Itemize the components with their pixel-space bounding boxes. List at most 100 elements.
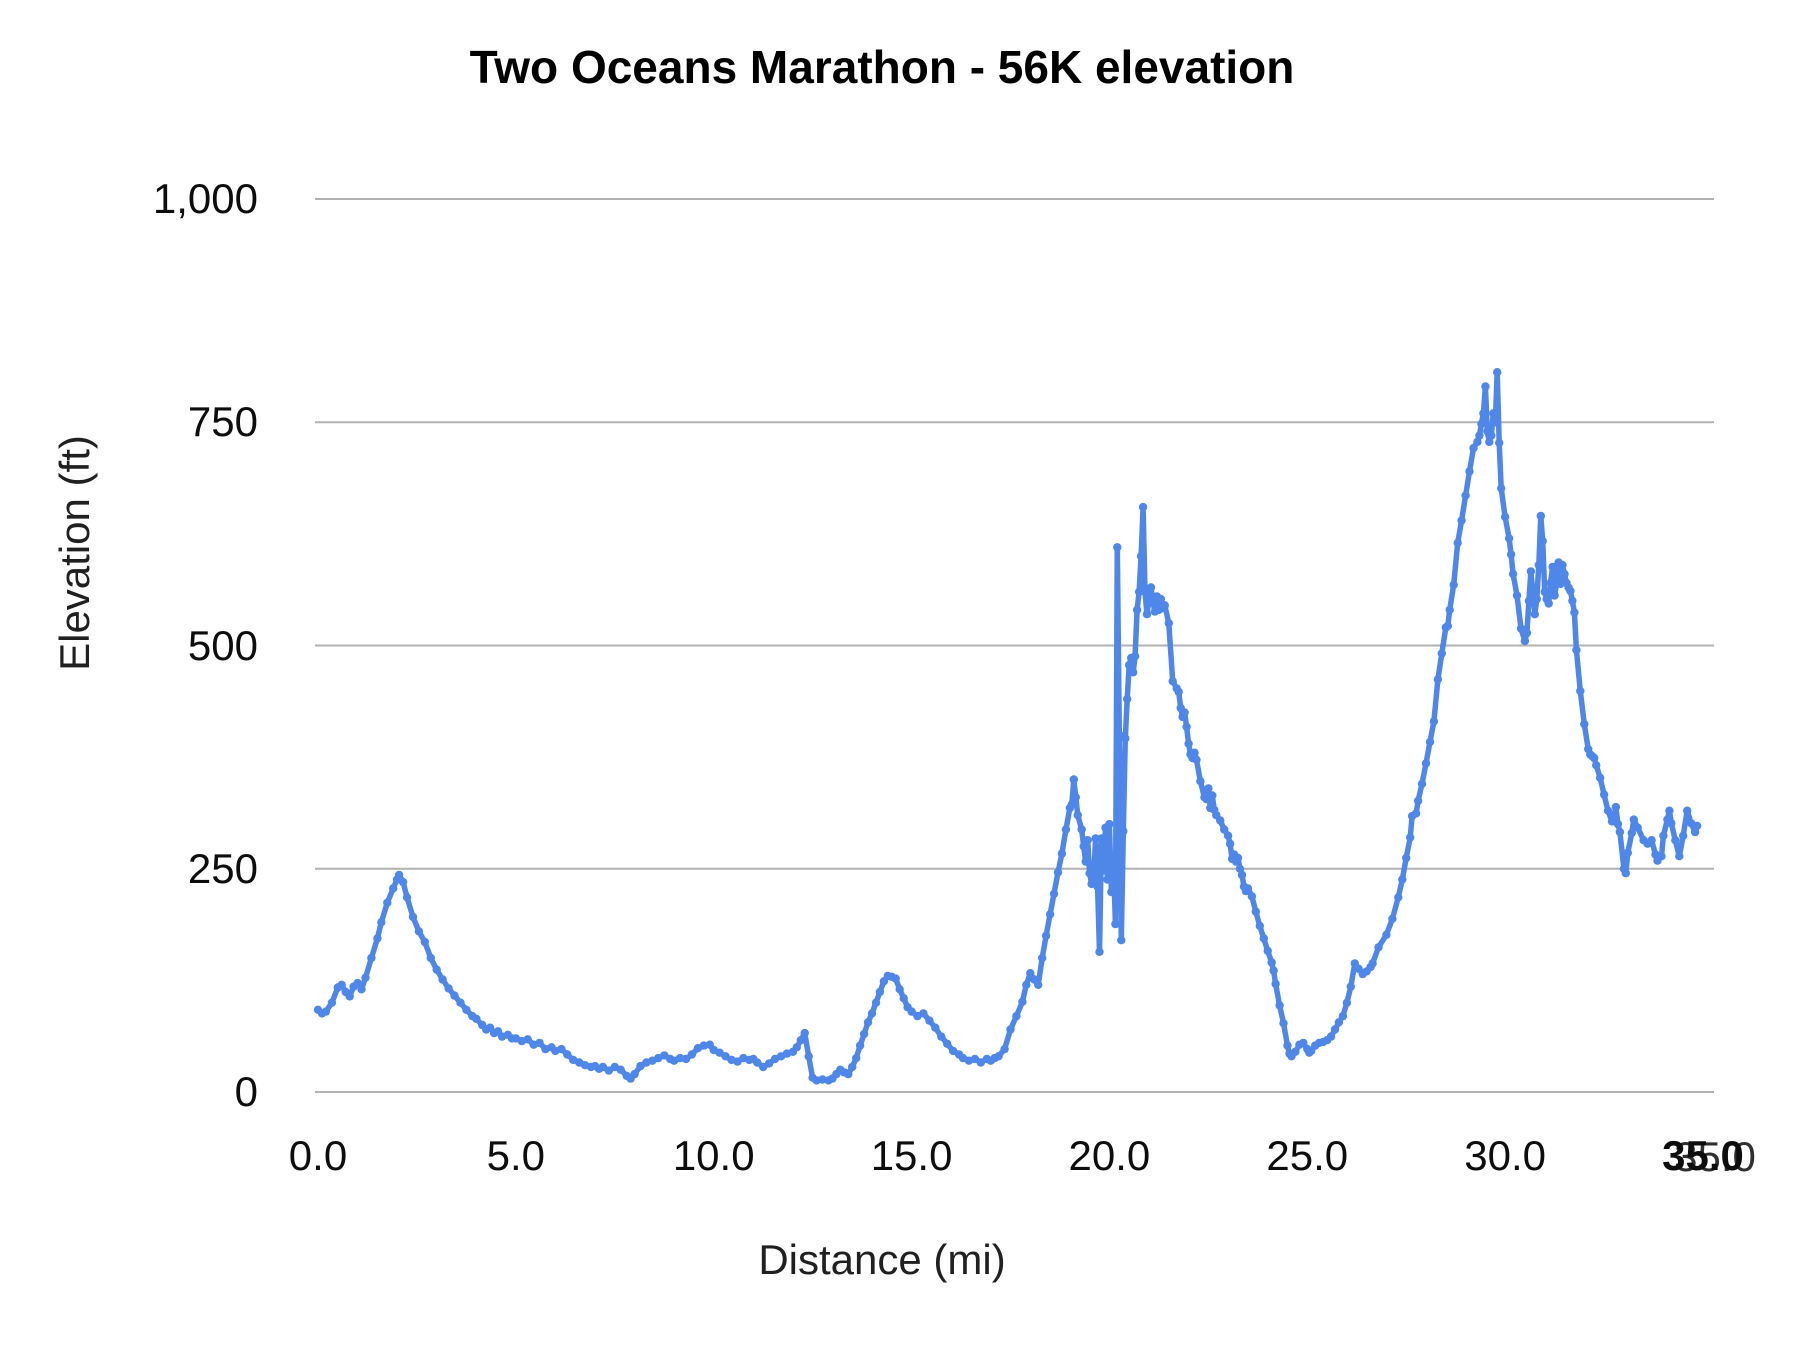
data-point-dot[interactable] (753, 1058, 762, 1067)
data-point-dot[interactable] (1125, 660, 1134, 670)
data-point-dot[interactable] (848, 1062, 857, 1072)
data-point-dot[interactable] (450, 991, 459, 1000)
data-point-dot[interactable] (1330, 1025, 1340, 1034)
data-point-dot[interactable] (1216, 816, 1225, 825)
data-point-dot[interactable] (1071, 793, 1081, 802)
data-point-dot[interactable] (1479, 409, 1488, 418)
data-point-dot[interactable] (1119, 827, 1128, 836)
data-point-dot[interactable] (867, 1009, 877, 1018)
data-point-dot[interactable] (1411, 809, 1421, 818)
data-point-dot[interactable] (337, 980, 346, 989)
data-point-dot[interactable] (1299, 1038, 1308, 1048)
data-point-dot[interactable] (1548, 562, 1557, 572)
data-point-dot[interactable] (1516, 624, 1526, 633)
data-point-dot[interactable] (1443, 621, 1453, 631)
data-point-dot[interactable] (1000, 1044, 1009, 1054)
data-point-dot[interactable] (1184, 739, 1193, 748)
data-point-dot[interactable] (1251, 907, 1261, 916)
data-point-dot[interactable] (1255, 921, 1265, 931)
data-point-dot[interactable] (1237, 870, 1247, 880)
data-point-dot[interactable] (523, 1035, 532, 1044)
data-point-dot[interactable] (1067, 800, 1077, 809)
data-point-dot[interactable] (1683, 806, 1692, 815)
data-point-dot[interactable] (408, 912, 418, 922)
data-point-dot[interactable] (1346, 982, 1356, 991)
data-point-dot[interactable] (1130, 652, 1140, 661)
data-point-dot[interactable] (1487, 431, 1496, 440)
data-point-dot[interactable] (1425, 737, 1435, 747)
data-point-dot[interactable] (875, 987, 885, 997)
data-point-dot[interactable] (863, 1018, 873, 1027)
data-point-dot[interactable] (557, 1044, 566, 1054)
data-point-dot[interactable] (1603, 806, 1613, 815)
data-point-dot[interactable] (1097, 834, 1106, 843)
data-point-dot[interactable] (1263, 946, 1272, 956)
data-point-dot[interactable] (1146, 583, 1156, 592)
data-point-dot[interactable] (1449, 580, 1458, 589)
data-point-dot[interactable] (1623, 848, 1633, 857)
data-point-dot[interactable] (1190, 748, 1199, 757)
data-point-dot[interactable] (1522, 628, 1532, 638)
data-point-dot[interactable] (1113, 543, 1122, 552)
data-point-dot[interactable] (1421, 759, 1431, 768)
data-point-dot[interactable] (681, 1054, 691, 1064)
data-point-dot[interactable] (1208, 791, 1217, 800)
data-point-dot[interactable] (383, 898, 392, 907)
data-point-dot[interactable] (1132, 605, 1142, 614)
data-point-dot[interactable] (1402, 853, 1411, 863)
data-point-dot[interactable] (1247, 892, 1257, 901)
data-point-dot[interactable] (1045, 910, 1055, 919)
data-point-dot[interactable] (1053, 868, 1063, 877)
data-point-dot[interactable] (1079, 842, 1088, 851)
data-point-dot[interactable] (1083, 836, 1092, 845)
data-point-dot[interactable] (432, 965, 441, 974)
data-point-dot[interactable] (630, 1069, 639, 1079)
data-point-dot[interactable] (1168, 677, 1177, 686)
data-point-dot[interactable] (1275, 1001, 1284, 1010)
data-point-dot[interactable] (1615, 827, 1625, 837)
data-point-dot[interactable] (1526, 567, 1536, 576)
data-point-dot[interactable] (1506, 550, 1516, 559)
data-point-dot[interactable] (402, 893, 412, 902)
elevation-line[interactable] (315, 369, 1700, 1084)
data-point-dot[interactable] (1291, 1047, 1300, 1057)
data-point-dot[interactable] (1495, 438, 1504, 447)
data-point-dot[interactable] (852, 1053, 861, 1063)
data-point-dot[interactable] (1406, 833, 1415, 842)
data-point-dot[interactable] (1520, 636, 1530, 646)
data-point-dot[interactable] (1477, 419, 1486, 429)
data-point-dot[interactable] (1091, 834, 1100, 843)
data-point-dot[interactable] (1627, 828, 1637, 838)
data-point-dot[interactable] (1457, 516, 1466, 525)
data-point-dot[interactable] (899, 994, 908, 1003)
data-point-dot[interactable] (925, 1016, 934, 1025)
data-point-dot[interactable] (327, 998, 337, 1007)
data-point-dot[interactable] (1445, 605, 1454, 614)
data-point-dot[interactable] (1566, 586, 1575, 596)
data-point-dot[interactable] (994, 1052, 1003, 1061)
data-point-dot[interactable] (1174, 687, 1183, 697)
data-point-dot[interactable] (1590, 753, 1599, 763)
data-point-dot[interactable] (1538, 536, 1547, 546)
data-point-dot[interactable] (357, 985, 366, 994)
data-point-dot[interactable] (1633, 823, 1642, 832)
data-point-dot[interactable] (792, 1043, 801, 1052)
data-point-dot[interactable] (361, 973, 370, 982)
data-point-dot[interactable] (1491, 418, 1500, 427)
data-point-dot[interactable] (377, 918, 386, 927)
data-point-dot[interactable] (1532, 594, 1542, 604)
data-point-dot[interactable] (1540, 587, 1549, 597)
data-point-dot[interactable] (321, 1007, 331, 1016)
data-point-dot[interactable] (1338, 1011, 1348, 1021)
data-point-dot[interactable] (1504, 534, 1514, 543)
data-point-dot[interactable] (687, 1050, 697, 1059)
data-point-dot[interactable] (1107, 887, 1116, 897)
data-point-dot[interactable] (1081, 857, 1090, 866)
data-point-dot[interactable] (456, 998, 465, 1007)
data-point-dot[interactable] (389, 884, 398, 893)
data-point-dot[interactable] (414, 927, 424, 936)
data-point-dot[interactable] (1022, 980, 1031, 989)
data-point-dot[interactable] (1609, 811, 1619, 820)
data-point-dot[interactable] (1267, 958, 1276, 967)
